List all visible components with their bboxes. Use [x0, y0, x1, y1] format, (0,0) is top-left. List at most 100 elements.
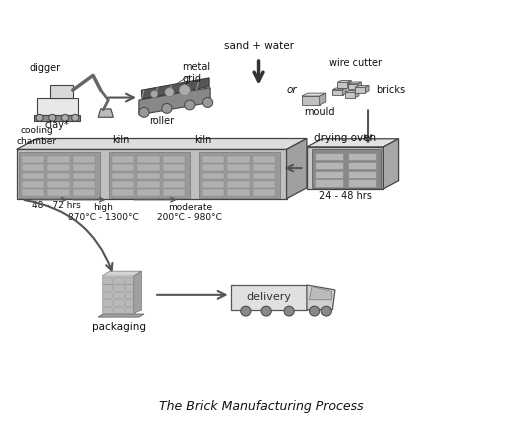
Circle shape — [179, 85, 190, 96]
Polygon shape — [102, 299, 113, 306]
Polygon shape — [22, 164, 44, 171]
Polygon shape — [112, 181, 134, 188]
Polygon shape — [19, 152, 100, 197]
Polygon shape — [114, 284, 123, 291]
Polygon shape — [102, 292, 113, 298]
Circle shape — [284, 306, 294, 316]
Polygon shape — [345, 90, 359, 92]
Polygon shape — [348, 81, 351, 88]
Polygon shape — [114, 277, 123, 284]
Polygon shape — [141, 78, 209, 99]
Text: cooling
chamber: cooling chamber — [17, 127, 57, 146]
Text: clay*: clay* — [45, 120, 69, 130]
Polygon shape — [37, 97, 78, 115]
Text: drying oven: drying oven — [314, 133, 376, 143]
Polygon shape — [252, 173, 275, 179]
Polygon shape — [102, 277, 113, 284]
Polygon shape — [227, 173, 250, 179]
Polygon shape — [348, 84, 358, 89]
Polygon shape — [307, 139, 398, 147]
Polygon shape — [227, 156, 250, 162]
Text: sand + water: sand + water — [224, 41, 293, 51]
Polygon shape — [202, 164, 224, 171]
Polygon shape — [332, 89, 343, 95]
Polygon shape — [47, 156, 70, 162]
Polygon shape — [112, 189, 134, 196]
Polygon shape — [109, 152, 190, 197]
Polygon shape — [302, 96, 319, 105]
Polygon shape — [227, 164, 250, 171]
Polygon shape — [252, 156, 275, 162]
Polygon shape — [124, 292, 135, 298]
Text: kiln: kiln — [112, 135, 130, 146]
Polygon shape — [22, 189, 44, 196]
Polygon shape — [112, 156, 134, 162]
Circle shape — [61, 114, 69, 121]
Polygon shape — [114, 307, 123, 313]
Polygon shape — [163, 189, 185, 196]
Polygon shape — [102, 284, 113, 291]
Text: packaging: packaging — [92, 322, 145, 332]
Circle shape — [72, 114, 79, 121]
Polygon shape — [202, 189, 224, 196]
Polygon shape — [73, 156, 95, 162]
Circle shape — [151, 91, 158, 97]
Polygon shape — [355, 90, 359, 97]
Text: moderate
200°C - 980°C: moderate 200°C - 980°C — [157, 203, 222, 222]
Polygon shape — [358, 82, 361, 89]
Polygon shape — [98, 314, 144, 317]
Polygon shape — [163, 156, 185, 162]
Polygon shape — [112, 164, 134, 171]
Circle shape — [185, 100, 195, 110]
Polygon shape — [50, 85, 73, 97]
Polygon shape — [22, 181, 44, 188]
Polygon shape — [73, 164, 95, 171]
Polygon shape — [348, 170, 376, 178]
Polygon shape — [314, 162, 343, 169]
Polygon shape — [314, 153, 343, 160]
Circle shape — [321, 306, 331, 316]
Polygon shape — [163, 164, 185, 171]
Polygon shape — [47, 164, 70, 171]
Text: digger: digger — [29, 63, 60, 73]
Polygon shape — [337, 81, 351, 82]
Polygon shape — [17, 138, 307, 149]
Circle shape — [49, 114, 56, 121]
Polygon shape — [355, 86, 369, 87]
Polygon shape — [332, 88, 346, 89]
Polygon shape — [17, 149, 287, 199]
Polygon shape — [319, 93, 326, 105]
Circle shape — [139, 108, 149, 117]
Polygon shape — [314, 179, 343, 187]
Polygon shape — [112, 173, 134, 179]
Polygon shape — [345, 92, 355, 97]
Polygon shape — [124, 284, 135, 291]
Text: roller: roller — [149, 116, 175, 126]
Polygon shape — [302, 93, 326, 96]
Polygon shape — [73, 173, 95, 179]
Polygon shape — [124, 307, 135, 313]
Polygon shape — [124, 299, 135, 306]
Polygon shape — [47, 173, 70, 179]
Polygon shape — [309, 287, 331, 300]
Polygon shape — [137, 156, 160, 162]
Polygon shape — [252, 189, 275, 196]
Polygon shape — [348, 82, 361, 84]
Polygon shape — [252, 164, 275, 171]
Text: metal
grid: metal grid — [182, 62, 210, 84]
Text: wire cutter: wire cutter — [329, 58, 382, 68]
Circle shape — [36, 114, 43, 121]
Polygon shape — [348, 153, 376, 160]
Polygon shape — [383, 139, 398, 189]
Polygon shape — [34, 115, 80, 121]
Circle shape — [309, 306, 319, 316]
Polygon shape — [307, 285, 335, 310]
Text: 24 - 48 hrs: 24 - 48 hrs — [318, 191, 372, 201]
Polygon shape — [163, 181, 185, 188]
Polygon shape — [314, 170, 343, 178]
Polygon shape — [102, 307, 113, 313]
Polygon shape — [114, 292, 123, 298]
Polygon shape — [163, 173, 185, 179]
Polygon shape — [202, 156, 224, 162]
Polygon shape — [202, 181, 224, 188]
